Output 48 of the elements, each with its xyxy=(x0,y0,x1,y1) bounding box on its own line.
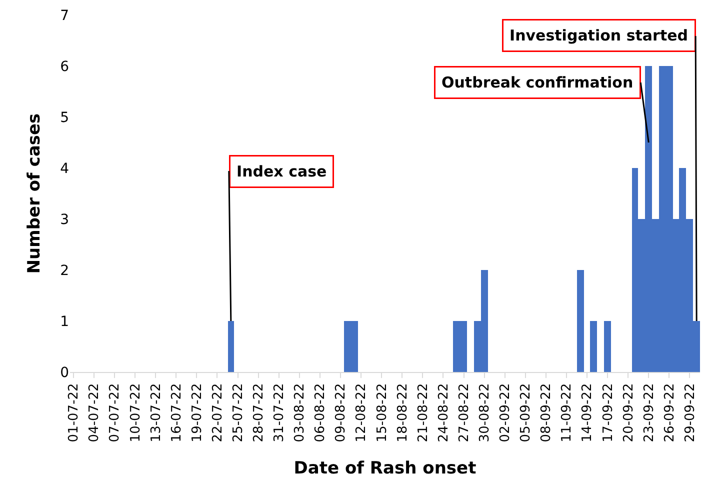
x-tick-label: 16-07-22 xyxy=(169,383,184,442)
x-tick-label: 13-07-22 xyxy=(148,383,164,442)
x-tick-label: 31-07-22 xyxy=(272,383,288,442)
x-tick-label: 09-08-22 xyxy=(334,383,349,442)
bar xyxy=(228,321,234,372)
x-tick-label: 21-08-22 xyxy=(416,383,431,442)
x-tick-label: 03-08-22 xyxy=(292,383,308,442)
y-tick-label: 3 xyxy=(60,212,69,228)
x-tick-label: 23-09-22 xyxy=(642,383,657,442)
annotation: Investigation started xyxy=(510,26,688,44)
x-tick-label: 30-08-22 xyxy=(478,383,493,442)
x-tick-label: 29-09-22 xyxy=(682,383,698,442)
annotation: Outbreak confirmation xyxy=(442,74,634,92)
y-tick-label: 6 xyxy=(60,58,70,75)
x-tick-label: 20-09-22 xyxy=(621,383,636,442)
x-tick-label: 14-09-22 xyxy=(580,383,596,442)
x-tick-label: 28-07-22 xyxy=(252,383,267,442)
x-tick-label: 01-07-22 xyxy=(66,383,82,442)
x-axis-title: Date of Rash onset xyxy=(294,458,476,479)
x-tick-label: 02-09-22 xyxy=(498,383,514,442)
bar xyxy=(577,270,584,372)
y-tick-label: 0 xyxy=(60,364,69,381)
y-axis-title: Number of cases xyxy=(24,113,45,274)
x-tick-label: 11-09-22 xyxy=(560,383,575,442)
x-tick-label: 18-08-22 xyxy=(395,383,410,442)
x-tick-label: 06-08-22 xyxy=(313,383,328,442)
x-tick-label: 08-09-22 xyxy=(539,383,554,442)
x-tick-label: 25-07-22 xyxy=(230,383,246,442)
x-tick-label: 22-07-22 xyxy=(210,383,226,442)
x-tick-label: 04-07-22 xyxy=(87,383,102,442)
annotation: Index case xyxy=(236,162,327,180)
bar xyxy=(590,321,597,372)
y-tick-label: 1 xyxy=(60,314,69,330)
x-tick-label: 27-08-22 xyxy=(456,383,472,442)
y-tick-label: 2 xyxy=(60,262,69,279)
bar xyxy=(604,321,611,372)
x-tick-label: 17-09-22 xyxy=(600,383,616,442)
x-tick-label: 15-08-22 xyxy=(374,383,390,442)
x-tick-label: 26-09-22 xyxy=(662,383,678,442)
x-tick-label: 07-07-22 xyxy=(108,383,123,442)
x-tick-label: 19-07-22 xyxy=(190,383,205,442)
x-tick-label: 10-07-22 xyxy=(128,383,144,442)
y-tick-label: 4 xyxy=(60,160,70,177)
x-tick-label: 12-08-22 xyxy=(354,383,370,442)
x-tick-label: 24-08-22 xyxy=(436,383,452,442)
y-tick-label: 7 xyxy=(60,8,69,24)
y-tick-label: 5 xyxy=(60,110,69,126)
x-tick-label: 05-09-22 xyxy=(518,383,534,442)
